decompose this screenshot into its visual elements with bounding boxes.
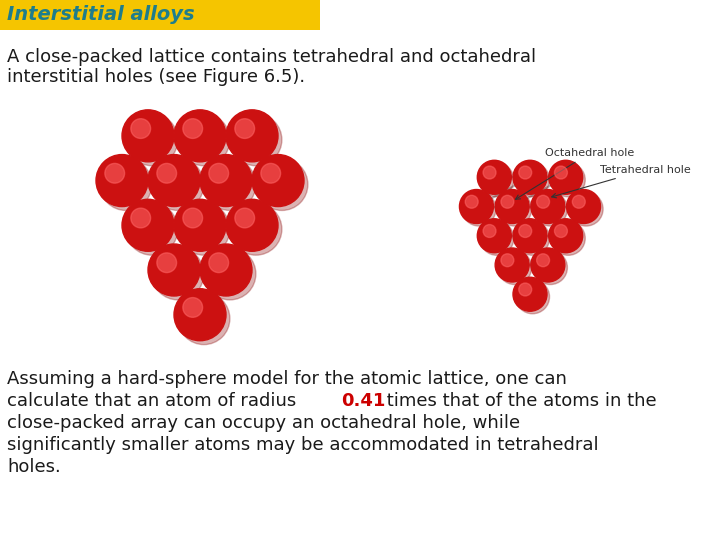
FancyBboxPatch shape bbox=[0, 0, 320, 30]
Circle shape bbox=[157, 164, 176, 183]
Circle shape bbox=[200, 154, 252, 207]
Circle shape bbox=[226, 199, 278, 251]
Circle shape bbox=[516, 221, 549, 255]
Circle shape bbox=[569, 192, 603, 226]
Circle shape bbox=[477, 219, 511, 253]
Circle shape bbox=[513, 160, 547, 194]
Circle shape bbox=[495, 248, 529, 282]
Circle shape bbox=[465, 195, 478, 208]
Text: times that of the atoms in the: times that of the atoms in the bbox=[381, 392, 657, 410]
Circle shape bbox=[519, 225, 531, 238]
Circle shape bbox=[552, 221, 585, 255]
Circle shape bbox=[513, 219, 547, 253]
Text: Interstitial alloys: Interstitial alloys bbox=[7, 5, 194, 24]
Circle shape bbox=[531, 248, 565, 282]
Circle shape bbox=[554, 225, 567, 238]
Circle shape bbox=[256, 158, 308, 211]
Circle shape bbox=[501, 254, 514, 267]
Circle shape bbox=[178, 203, 230, 255]
Text: close-packed array can occupy an octahedral hole, while: close-packed array can occupy an octahed… bbox=[7, 414, 520, 432]
Text: interstitial holes (see Figure 6.5).: interstitial holes (see Figure 6.5). bbox=[7, 68, 305, 86]
Text: Assuming a hard-sphere model for the atomic lattice, one can: Assuming a hard-sphere model for the ato… bbox=[7, 370, 567, 388]
Text: calculate that an atom of radius: calculate that an atom of radius bbox=[7, 392, 302, 410]
Circle shape bbox=[226, 110, 278, 162]
Circle shape bbox=[148, 154, 200, 207]
Circle shape bbox=[552, 163, 585, 197]
Circle shape bbox=[498, 251, 531, 285]
Circle shape bbox=[554, 166, 567, 179]
Circle shape bbox=[174, 199, 226, 251]
Circle shape bbox=[516, 280, 549, 314]
Text: Octahedral hole: Octahedral hole bbox=[516, 148, 634, 199]
Circle shape bbox=[536, 195, 549, 208]
Circle shape bbox=[178, 114, 230, 166]
Circle shape bbox=[131, 208, 150, 228]
Circle shape bbox=[178, 293, 230, 345]
Circle shape bbox=[549, 219, 582, 253]
Circle shape bbox=[459, 190, 493, 224]
Circle shape bbox=[519, 166, 531, 179]
Circle shape bbox=[174, 110, 226, 162]
Circle shape bbox=[100, 158, 152, 211]
Circle shape bbox=[204, 158, 256, 211]
Circle shape bbox=[230, 203, 282, 255]
Circle shape bbox=[152, 248, 204, 300]
Circle shape bbox=[252, 154, 304, 207]
Circle shape bbox=[477, 160, 511, 194]
Circle shape bbox=[572, 195, 585, 208]
Circle shape bbox=[183, 208, 202, 228]
Circle shape bbox=[209, 164, 229, 183]
Circle shape bbox=[183, 119, 202, 138]
Circle shape bbox=[183, 298, 202, 318]
Circle shape bbox=[480, 163, 514, 197]
Circle shape bbox=[131, 119, 150, 138]
Circle shape bbox=[122, 199, 174, 251]
Circle shape bbox=[152, 158, 204, 211]
Circle shape bbox=[480, 221, 514, 255]
Circle shape bbox=[483, 225, 496, 238]
Circle shape bbox=[230, 114, 282, 166]
Text: significantly smaller atoms may be accommodated in tetrahedral: significantly smaller atoms may be accom… bbox=[7, 436, 598, 454]
Circle shape bbox=[531, 190, 565, 224]
Circle shape bbox=[96, 154, 148, 207]
Text: holes.: holes. bbox=[7, 458, 60, 476]
Circle shape bbox=[122, 110, 174, 162]
Circle shape bbox=[105, 164, 125, 183]
Circle shape bbox=[462, 192, 496, 226]
Circle shape bbox=[516, 163, 549, 197]
Circle shape bbox=[513, 277, 547, 311]
Circle shape bbox=[200, 244, 252, 296]
Circle shape bbox=[567, 190, 600, 224]
Circle shape bbox=[495, 190, 529, 224]
Circle shape bbox=[235, 119, 255, 138]
Circle shape bbox=[549, 160, 582, 194]
Circle shape bbox=[174, 289, 226, 341]
Circle shape bbox=[126, 114, 178, 166]
Circle shape bbox=[209, 253, 229, 273]
Circle shape bbox=[235, 208, 255, 228]
Text: Tetrahedral hole: Tetrahedral hole bbox=[552, 165, 690, 198]
Circle shape bbox=[483, 166, 496, 179]
Circle shape bbox=[157, 253, 176, 273]
Text: A close-packed lattice contains tetrahedral and octahedral: A close-packed lattice contains tetrahed… bbox=[7, 48, 536, 66]
Circle shape bbox=[498, 192, 531, 226]
Circle shape bbox=[536, 254, 549, 267]
Circle shape bbox=[204, 248, 256, 300]
Circle shape bbox=[261, 164, 281, 183]
Text: 0.41: 0.41 bbox=[341, 392, 385, 410]
Circle shape bbox=[148, 244, 200, 296]
Circle shape bbox=[534, 251, 567, 285]
Circle shape bbox=[126, 203, 178, 255]
Circle shape bbox=[501, 195, 514, 208]
Circle shape bbox=[534, 192, 567, 226]
Circle shape bbox=[519, 283, 531, 296]
